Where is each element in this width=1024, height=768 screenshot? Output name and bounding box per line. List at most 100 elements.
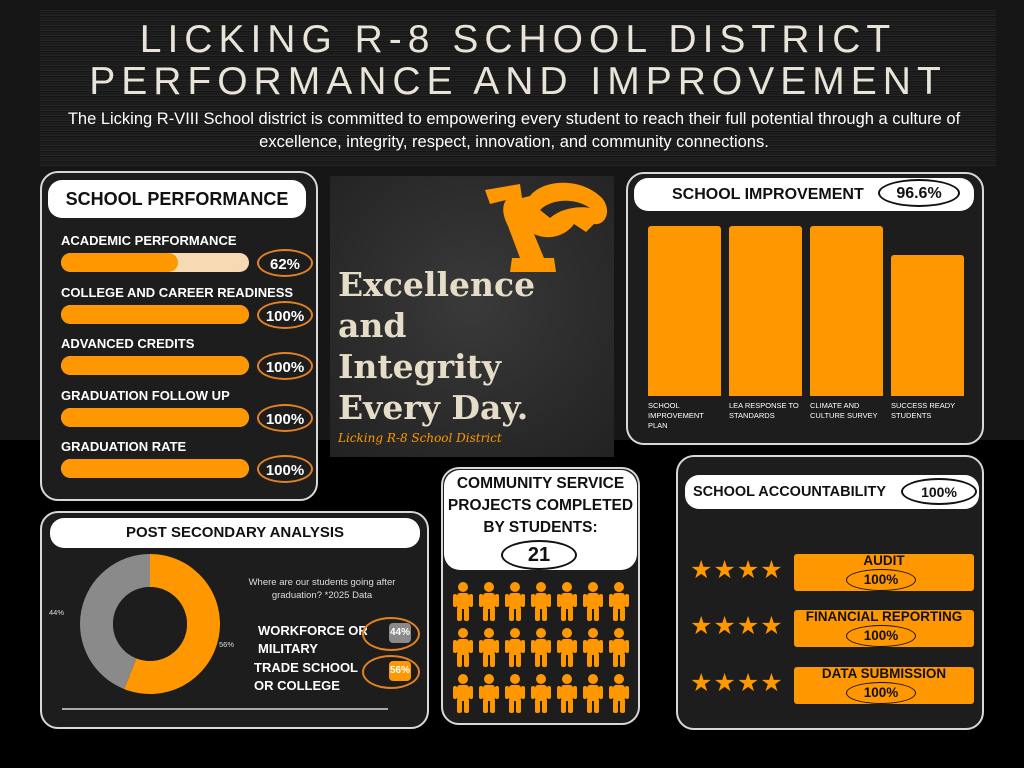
performance-row: GRADUATION FOLLOW UP 100% [61, 388, 313, 432]
star-rating: ★★★★ [690, 612, 784, 640]
person-icon [453, 674, 473, 713]
performance-row: GRADUATION RATE 100% [61, 439, 313, 483]
improvement-bar [891, 254, 964, 396]
divider-line [62, 708, 388, 710]
person-icon [609, 582, 629, 621]
performance-value: 100% [257, 301, 313, 329]
improvement-bar [648, 226, 721, 396]
motto-text: Excellence and Integrity Every Day. [338, 264, 535, 428]
school-accountability-label: SCHOOL ACCOUNTABILITY [693, 484, 887, 500]
school-accountability-value: 100% [901, 478, 977, 505]
motto-line4: Every Day. [338, 388, 529, 427]
person-icon [505, 674, 525, 713]
performance-value: 100% [257, 404, 313, 432]
wildcat-logo [485, 182, 608, 272]
accountability-label: DATA SUBMISSION [821, 666, 947, 681]
accountability-item: FINANCIAL REPORTING 100% [794, 609, 974, 647]
person-icon [479, 582, 499, 621]
improvement-bar-label: SCHOOL IMPROVEMENT PLAN [648, 401, 704, 430]
post-secondary-card: POST SECONDARY ANALYSIS 44% 56% Where ar… [40, 511, 429, 729]
person-icon [583, 628, 603, 667]
performance-label: COLLEGE AND CAREER READINESS [61, 285, 294, 300]
performance-bar [61, 408, 249, 427]
donut-label-right: 56% [219, 640, 235, 649]
accountability-label: AUDIT [863, 553, 905, 568]
performance-row: COLLEGE AND CAREER READINESS 100% [61, 285, 313, 329]
person-icon [531, 582, 551, 621]
page-title-line1: LICKING R-8 SCHOOL DISTRICT [139, 18, 897, 61]
mission-statement: The Licking R-VIII School district is co… [67, 110, 961, 151]
performance-label: ACADEMIC PERFORMANCE [61, 233, 237, 248]
accountability-value: 100% [846, 682, 916, 704]
community-title-line3: BY STUDENTS: [483, 519, 598, 536]
person-icon [583, 582, 603, 621]
people-icon-grid [453, 582, 629, 713]
motto-caption: Licking R-8 School District [338, 431, 502, 445]
community-title-line1: COMMUNITY SERVICE [456, 475, 625, 492]
improvement-bar-label: SUCCESS READY STUDENTS [891, 401, 956, 420]
donut-hole [113, 587, 187, 661]
performance-bar [61, 459, 249, 478]
accountability-label: FINANCIAL REPORTING [805, 609, 963, 624]
community-service-title: COMMUNITY SERVICE PROJECTS COMPLETED BY … [444, 470, 637, 570]
person-icon [531, 674, 551, 713]
school-performance-title: SCHOOL PERFORMANCE [48, 180, 306, 218]
person-icon [505, 628, 525, 667]
person-icon [583, 674, 603, 713]
donut-slice [124, 554, 221, 694]
performance-bar [61, 253, 249, 272]
performance-row: ADVANCED CREDITS 100% [61, 336, 313, 380]
motto-image: Excellence and Integrity Every Day. Lick… [330, 176, 614, 457]
person-icon [531, 628, 551, 667]
category-college: TRADE SCHOOL OR COLLEGE [254, 659, 358, 695]
donut-label-left: 44% [49, 608, 65, 617]
community-title-line2: PROJECTS COMPLETED [447, 497, 634, 514]
performance-bar [61, 356, 249, 375]
person-icon [479, 628, 499, 667]
person-icon [557, 674, 577, 713]
post-secondary-title: POST SECONDARY ANALYSIS [50, 518, 420, 548]
school-accountability-card: SCHOOL ACCOUNTABILITY 100% ★★★★ AUDIT 100%… [676, 455, 984, 730]
improvement-bar [810, 226, 883, 396]
motto-line2: and [338, 306, 407, 345]
star-rating: ★★★★ [690, 669, 784, 697]
performance-value: 100% [257, 455, 313, 483]
person-icon [505, 582, 525, 621]
community-service-card: COMMUNITY SERVICE PROJECTS COMPLETED BY … [441, 467, 640, 725]
post-secondary-donut-chart [80, 554, 221, 694]
person-icon [557, 628, 577, 667]
accountability-value: 100% [846, 625, 916, 647]
post-secondary-question: Where are our students going after gradu… [248, 577, 396, 601]
person-icon [453, 582, 473, 621]
category-college-line2: OR COLLEGE [254, 678, 340, 693]
person-icon [557, 582, 577, 621]
category-college-line1: TRADE SCHOOL [254, 660, 358, 675]
performance-label: ADVANCED CREDITS [61, 336, 195, 351]
accountability-value: 100% [846, 569, 916, 591]
motto-line1: Excellence [338, 265, 536, 304]
performance-bar-fill [61, 253, 178, 272]
workforce-value-ring [362, 617, 420, 651]
improvement-bar-label: LEA RESPONSE TO STANDARDS [729, 401, 799, 420]
person-icon [479, 674, 499, 713]
performance-label: GRADUATION FOLLOW UP [61, 388, 230, 403]
star-rating: ★★★★ [690, 556, 784, 584]
workforce-value-badge: 44% [389, 623, 411, 643]
performance-bar [61, 305, 249, 324]
performance-row: ACADEMIC PERFORMANCE 62% [61, 233, 313, 277]
category-workforce: WORKFORCE OR MILITARY [258, 622, 368, 658]
performance-bar-fill [61, 305, 249, 324]
category-workforce-line1: WORKFORCE OR [258, 623, 368, 638]
school-performance-card: SCHOOL PERFORMANCE ACADEMIC PERFORMANCE 6… [40, 171, 318, 501]
person-icon [453, 628, 473, 667]
performance-bar-fill [61, 408, 249, 427]
school-accountability-title: SCHOOL ACCOUNTABILITY 100% [685, 475, 979, 509]
donut-slice [80, 554, 150, 690]
person-icon [609, 674, 629, 713]
accountability-item: DATA SUBMISSION 100% [794, 666, 974, 704]
performance-bar-fill [61, 459, 249, 478]
header-banner: LICKING R-8 SCHOOL DISTRICT PERFORMANCE … [40, 10, 996, 166]
performance-bar-fill [61, 356, 249, 375]
person-icon [609, 628, 629, 667]
accountability-item: AUDIT 100% [794, 553, 974, 591]
